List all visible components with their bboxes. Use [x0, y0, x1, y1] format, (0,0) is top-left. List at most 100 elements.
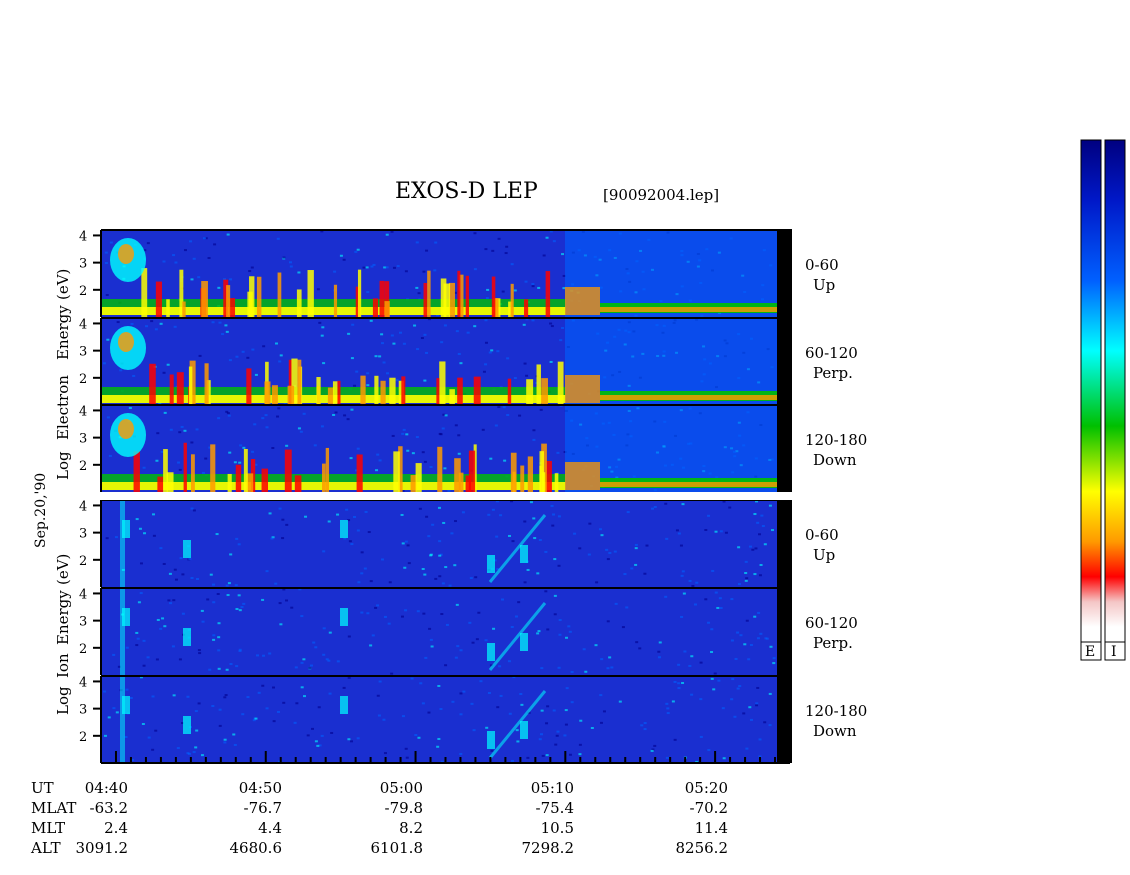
speckle [441, 582, 445, 585]
speckle [768, 724, 772, 727]
speckle [174, 578, 178, 581]
speckle [262, 654, 266, 657]
speckle [570, 670, 574, 673]
energy-burst [401, 376, 406, 405]
speckle [402, 428, 406, 431]
speckle [485, 297, 489, 300]
speckle [643, 572, 647, 575]
energy-burst [235, 464, 242, 492]
speckle [211, 705, 215, 708]
speckle [139, 592, 143, 595]
energy-burst [398, 380, 404, 405]
speckle [590, 727, 594, 730]
speckle [119, 369, 123, 372]
energy-burst [356, 454, 363, 492]
speckle [209, 573, 213, 576]
energy-burst [261, 468, 268, 492]
energy-burst [133, 451, 140, 492]
speckle [248, 270, 252, 273]
energy-burst [325, 447, 330, 492]
speckle [380, 558, 384, 561]
speckle [599, 694, 603, 697]
speckle [276, 237, 280, 240]
speckle [545, 722, 549, 725]
speckle [360, 551, 364, 554]
speckle [105, 294, 109, 297]
energy-burst [510, 283, 514, 317]
panel-background [101, 676, 777, 763]
energy-burst [541, 443, 547, 492]
speckle [451, 700, 455, 703]
speckle [497, 406, 501, 409]
speckle [470, 702, 474, 705]
speckle [573, 532, 577, 535]
speckle [413, 324, 417, 327]
energy-burst [149, 363, 156, 405]
speckle [306, 734, 310, 737]
speckle [442, 413, 446, 416]
speckle [677, 687, 681, 690]
colorbar-ion-labelbox [1104, 641, 1126, 661]
speckle [443, 467, 447, 470]
speckle [181, 573, 185, 576]
speckle [254, 463, 258, 466]
file-tag: [90092004.lep] [603, 186, 719, 204]
speckle [327, 659, 331, 662]
speckle [274, 582, 278, 585]
speckle [318, 744, 322, 747]
speckle [680, 615, 684, 618]
speckle [274, 342, 278, 345]
speckle [420, 337, 424, 340]
speckle [370, 265, 374, 268]
speckle [744, 572, 748, 575]
speckle [564, 723, 568, 726]
speckle [320, 425, 324, 428]
later-band-core [600, 482, 777, 487]
speckle [763, 721, 767, 724]
spectrogram-panels: 2 3 4 0-60 Up 2 3 4 60-120 Perp. 2 3 4 120-180 Down 2 3 4… [79, 229, 867, 763]
speckle [328, 692, 332, 695]
speckle [251, 348, 255, 351]
speckle [751, 548, 755, 551]
speckle [142, 639, 146, 642]
ion-patch [520, 545, 528, 563]
speckle [427, 535, 431, 538]
energy-burst [554, 473, 559, 492]
speckle [169, 428, 173, 431]
speckle [554, 743, 558, 746]
speckle [531, 319, 535, 322]
speckle [532, 438, 536, 441]
energy-burst [510, 452, 517, 492]
speckle [459, 752, 463, 755]
speckle [365, 266, 369, 269]
ephemeris-value: -63.2 [90, 799, 128, 817]
speckle [549, 322, 553, 325]
speckle [690, 655, 694, 658]
speckle [162, 562, 166, 565]
later-region [565, 405, 777, 492]
energy-burst [541, 378, 548, 405]
speckle [154, 328, 158, 331]
speckle [444, 566, 448, 569]
ytick-label: 4 [79, 675, 87, 690]
speckle [421, 451, 425, 454]
speckle [277, 407, 281, 410]
speckle [608, 656, 612, 659]
speckle [277, 760, 281, 763]
speckle [605, 548, 609, 551]
speckle [114, 536, 118, 539]
ion-patch [122, 520, 130, 538]
speckle [345, 508, 349, 511]
early-patch-core [118, 244, 134, 264]
speckle [312, 641, 316, 644]
speckle [450, 532, 454, 535]
ytick-label: 2 [79, 284, 87, 299]
speckle [410, 677, 414, 680]
speckle [310, 727, 314, 730]
speckle [657, 650, 661, 653]
speckle [731, 678, 735, 681]
speckle [559, 339, 563, 342]
speckle [437, 737, 441, 740]
speckle [578, 743, 582, 746]
speckle [759, 563, 763, 566]
